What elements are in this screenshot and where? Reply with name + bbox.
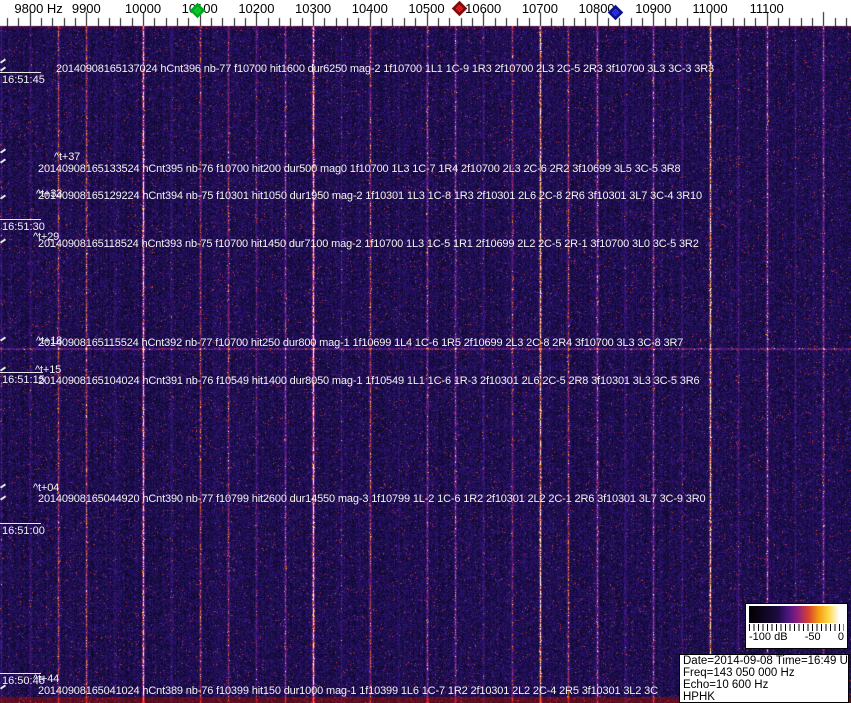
time-label: 16:51:30 bbox=[2, 221, 45, 233]
ruler-label: 9800 Hz bbox=[14, 1, 63, 16]
legend-label-min: -100 dB bbox=[749, 631, 788, 643]
ruler-label: 11000 bbox=[692, 1, 728, 16]
legend-label-max: 0 bbox=[837, 631, 844, 643]
event-time-marker: ^t+04 bbox=[33, 482, 60, 494]
ruler-label: 9900 bbox=[71, 1, 101, 16]
info-date-time: Date=2014-09-08 Time=16:49 UTC bbox=[683, 655, 849, 667]
detection-log-line: 20140908165133524 hCnt395 nb-76 f10700 h… bbox=[38, 163, 681, 175]
ruler-label: 10500 bbox=[408, 1, 445, 16]
event-time-marker: ^t+44 bbox=[33, 673, 60, 685]
ruler-label: 10200 bbox=[238, 1, 275, 16]
marker-blue-dot bbox=[611, 8, 619, 16]
detection-log-line: 20140908165118524 hCnt393 nb-75 f10700 h… bbox=[38, 238, 699, 250]
time-label: 16:51:45 bbox=[2, 74, 45, 86]
legend-ticks bbox=[749, 624, 844, 631]
ruler-label: 10000 bbox=[124, 1, 162, 16]
info-frequency: Freq=143 050 000 Hz bbox=[683, 667, 795, 679]
ruler-label: 11100 bbox=[749, 1, 784, 16]
detection-log-line: 20140908165137024 hCnt396 nb-77 f10700 h… bbox=[56, 63, 714, 75]
info-echo-frequency: Echo=10 600 Hz bbox=[683, 679, 769, 691]
ruler-label: 10600 bbox=[465, 1, 502, 16]
legend-label-mid: -50 bbox=[804, 631, 821, 643]
event-time-marker: ^t+37 bbox=[54, 151, 81, 163]
detection-log-line: 20140908165104024 hCnt391 nb-76 f10549 h… bbox=[38, 375, 700, 387]
colormap-gradient bbox=[749, 606, 844, 623]
time-label: 16:50:45 bbox=[2, 675, 45, 687]
detection-log-line: 20140908165129224 hCnt394 nb-75 f10301 h… bbox=[38, 190, 702, 202]
ruler-label: 10800 bbox=[578, 1, 615, 16]
event-time-marker: ^t+18 bbox=[36, 335, 63, 347]
info-station-id: HPHK bbox=[683, 691, 715, 703]
time-tick-line bbox=[0, 72, 41, 73]
detection-log-line: 20140908165115524 hCnt392 nb-77 f10700 h… bbox=[38, 337, 684, 349]
ruler-label: 10300 bbox=[295, 1, 332, 16]
time-tick-line bbox=[0, 523, 41, 524]
detection-log-line: 20140908165044920 hCnt390 nb-77 f10799 h… bbox=[38, 493, 706, 505]
time-tick-line bbox=[0, 673, 41, 674]
event-time-marker: ^t+15 bbox=[35, 364, 62, 376]
event-time-marker: ^t+29 bbox=[33, 231, 60, 243]
marker-green-dot bbox=[193, 6, 201, 14]
time-label: 16:51:00 bbox=[2, 525, 45, 537]
ruler-label: 10900 bbox=[635, 1, 672, 16]
time-label: 16:51:15 bbox=[2, 374, 45, 386]
event-time-marker: ^t+33 bbox=[36, 188, 63, 200]
ruler-label: 10400 bbox=[351, 1, 388, 16]
time-tick-line bbox=[0, 372, 41, 373]
ruler-label: 10700 bbox=[521, 1, 558, 16]
time-tick-line bbox=[0, 219, 41, 220]
db-scale-legend: -100 dB -50 0 bbox=[745, 603, 848, 649]
detection-log-line: 20140908165041024 hCnt389 nb-76 f10399 h… bbox=[38, 685, 658, 697]
marker-red-dot bbox=[455, 4, 463, 12]
legend-labels: -100 dB -50 0 bbox=[749, 632, 844, 643]
status-info-box: Date=2014-09-08 Time=16:49 UTC Freq=143 … bbox=[679, 654, 849, 703]
